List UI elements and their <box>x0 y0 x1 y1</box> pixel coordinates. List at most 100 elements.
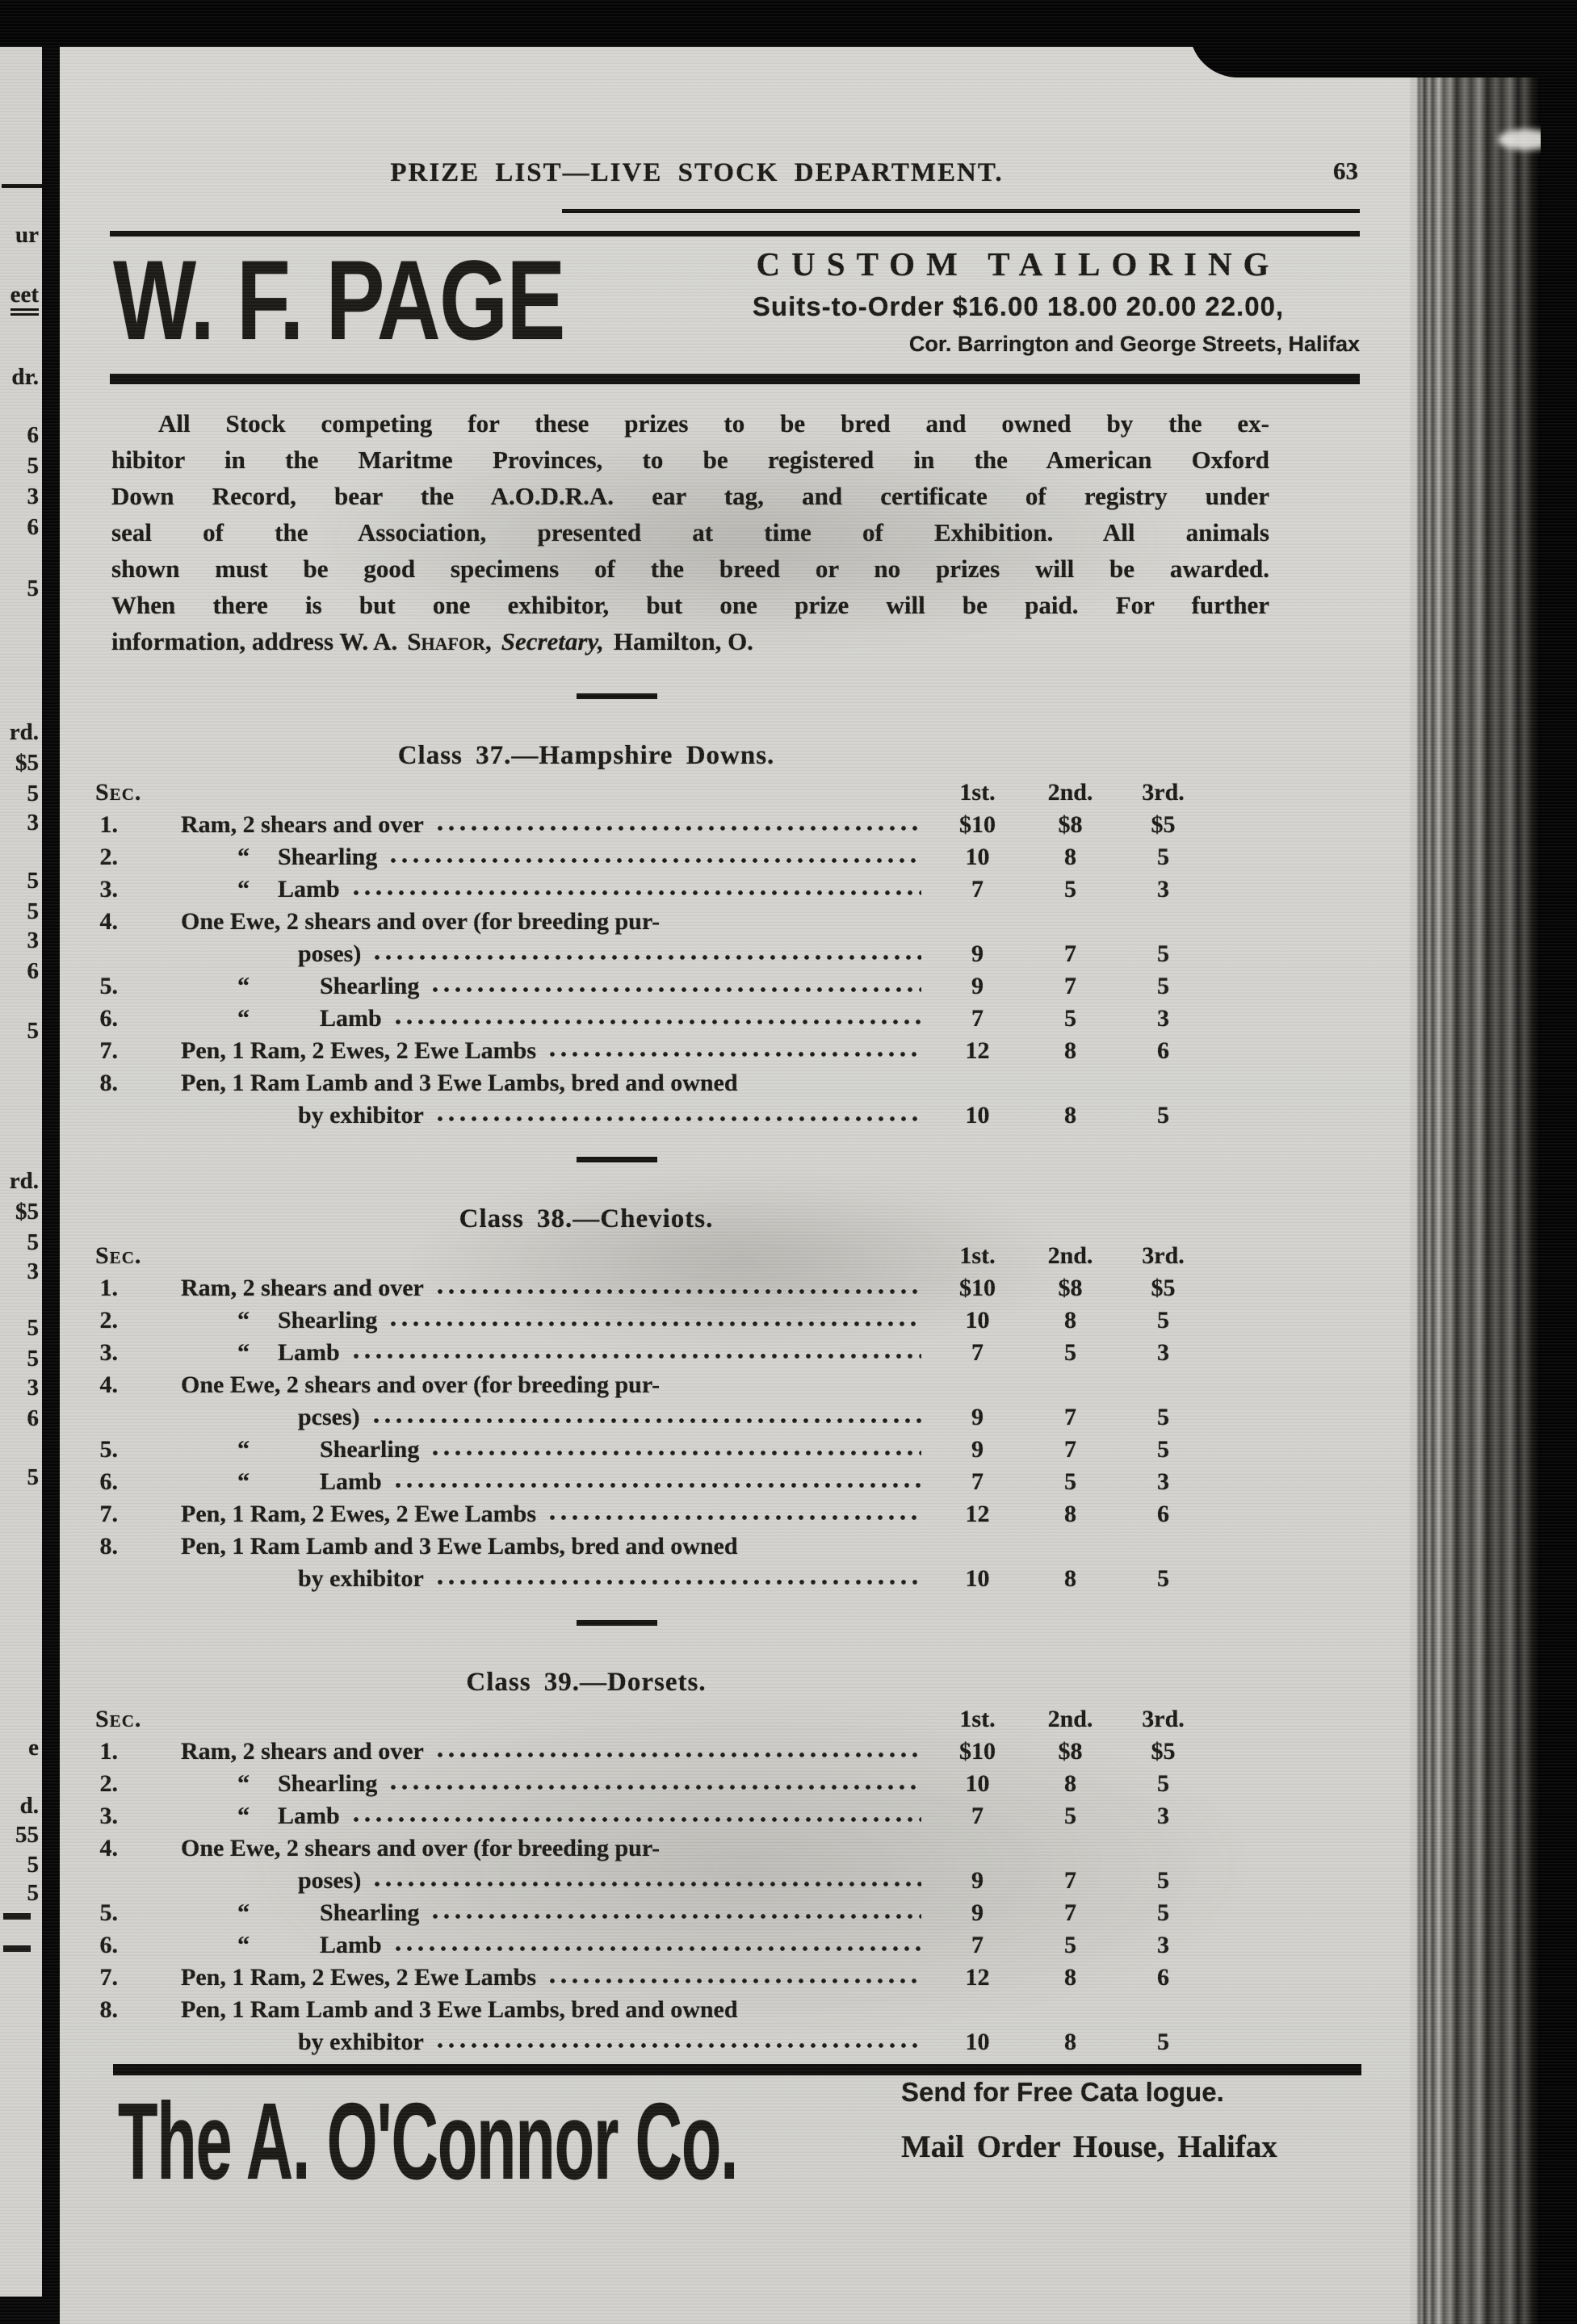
margin-fragment: 5 <box>27 1018 40 1044</box>
prize-column-headers: 1st. 2nd. 3rd. <box>931 779 1210 806</box>
row-label: pcses) <box>298 1404 360 1430</box>
dot-leader <box>352 890 921 896</box>
prize-row: 5. “ Shearling 9 7 5 <box>79 1431 1210 1463</box>
ditto-mark: “ <box>237 844 250 870</box>
prize-value: 8 <box>1064 844 1076 870</box>
row-number: 5. <box>99 973 119 999</box>
secretary-name: Shafor, <box>407 627 492 655</box>
row-label: Pen, 1 Ram, 2 Ewes, 2 Ewe Lambs <box>181 1037 536 1064</box>
row-number: 7. <box>99 1037 119 1064</box>
dot-leader <box>352 1816 921 1823</box>
margin-fragment: 5 <box>27 1315 40 1341</box>
prize-column-header: 2nd. <box>1047 1242 1093 1269</box>
class-title: Class 38.—Cheviots. <box>459 1204 714 1233</box>
prize-row: 4. One Ewe, 2 shears and over (for breedi… <box>79 1830 1210 1862</box>
prize-value: $5 <box>1151 1738 1176 1765</box>
margin-fragment: 5 <box>27 453 40 479</box>
page-edge-streaks <box>1410 47 1541 2324</box>
row-description: Ram, 2 shears and over <box>181 811 931 839</box>
dot-leader <box>390 857 921 864</box>
intro-line: shown must be good specimens of the bree… <box>111 555 1269 583</box>
prize-value: 8 <box>1064 2029 1076 2055</box>
prize-row: 6. “ Lamb 7 5 3 <box>79 1000 1210 1032</box>
margin-fragment: 6 <box>27 514 40 540</box>
prize-value: 12 <box>965 1964 990 1991</box>
prize-value: 8 <box>1064 1307 1076 1334</box>
advertiser-name: W. F. PAGE <box>113 237 565 363</box>
prize-value: 7 <box>1064 940 1076 967</box>
dot-leader <box>394 1482 921 1489</box>
prize-value: 7 <box>971 1803 984 1829</box>
class-title: Class 39.—Dorsets. <box>466 1668 707 1697</box>
dot-leader <box>390 1321 921 1327</box>
prize-row: 8. Pen, 1 Ram Lamb and 3 Ewe Lambs, bred … <box>79 1991 1210 2024</box>
row-description: Pen, 1 Ram Lamb and 3 Ewe Lambs, bred an… <box>181 1070 1210 1097</box>
margin-fragment: 5 <box>27 781 40 806</box>
ditto-mark: “ <box>237 973 250 999</box>
table-header-row: Sec. 1st. 2nd. 3rd. <box>79 773 1210 806</box>
ditto-mark: “ <box>237 1932 250 1958</box>
dot-leader <box>436 1116 921 1122</box>
mail-order-line: Mail Order House, Halifax <box>901 2129 1277 2164</box>
dot-leader <box>436 1579 921 1585</box>
book-gutter-shadow <box>42 0 60 2324</box>
prize-row: 1. Ram, 2 shears and over $10 $8 $5 <box>79 1733 1210 1765</box>
intro-line: seal of the Association, presented at ti… <box>111 518 1269 546</box>
intro-line: Down Record, bear the A.O.D.R.A. ear tag… <box>111 482 1269 510</box>
prize-value: 3 <box>1157 1468 1169 1495</box>
table-rows: 1. Ram, 2 shears and over $10 $8 $5 2. “ Shearl… <box>79 1733 1210 2056</box>
prize-value: 3 <box>1157 1339 1169 1366</box>
prize-value: $10 <box>959 811 996 838</box>
prize-column-header: 3rd. <box>1142 1706 1185 1732</box>
row-description: “ Shearling <box>181 1770 931 1798</box>
row-number: 7. <box>99 1501 119 1527</box>
prize-class-section: Class 37.—Hampshire Downs. Sec. 1st. 2nd.… <box>60 741 1210 1129</box>
ditto-mark: “ <box>237 1307 250 1334</box>
table-rows: 1. Ram, 2 shears and over $10 $8 $5 2. “ Shearl… <box>79 1270 1210 1593</box>
page-body: PRIZE LIST—LIVE STOCK DEPARTMENT. 63 W. … <box>60 47 1410 2324</box>
prize-value: $10 <box>959 1275 996 1301</box>
margin-fragment: 3 <box>27 810 40 835</box>
prize-value: 9 <box>971 1436 984 1463</box>
row-label: by exhibitor <box>298 1102 424 1129</box>
prize-row: 4. One Ewe, 2 shears and over (for breedi… <box>79 903 1210 936</box>
prize-value: 5 <box>1064 1803 1076 1829</box>
prize-row: 5. “ Shearling 9 7 5 <box>79 968 1210 1000</box>
row-description: “ Lamb <box>181 1339 931 1367</box>
margin-fragment: 5 <box>27 1464 40 1490</box>
prize-value: 10 <box>965 1307 990 1334</box>
prize-value: 7 <box>1064 1899 1076 1926</box>
prize-row: poses) 9 7 5 <box>79 936 1210 968</box>
prize-value: 5 <box>1157 1770 1169 1797</box>
row-number: 2. <box>99 1307 119 1334</box>
row-label: Pen, 1 Ram Lamb and 3 Ewe Lambs, bred an… <box>181 1070 738 1096</box>
row-label: Lamb <box>278 1803 340 1829</box>
row-label: Ram, 2 shears and over <box>181 811 424 838</box>
sec-column-label: Sec. <box>95 779 142 806</box>
row-number: 3. <box>99 1339 119 1366</box>
dot-leader <box>436 2042 921 2049</box>
margin-fragment: 6 <box>27 1405 40 1431</box>
intro-line: When there is but one exhibitor, but one… <box>111 591 1269 619</box>
row-description: One Ewe, 2 shears and over (for breeding… <box>181 908 1210 936</box>
margin-fragment: rd. <box>9 719 39 745</box>
margin-fragment <box>3 1913 31 1920</box>
prize-row: 7. Pen, 1 Ram, 2 Ewes, 2 Ewe Lambs 12 8 6 <box>79 1032 1210 1065</box>
row-number: 6. <box>99 1932 119 1958</box>
row-description: “ Shearling <box>181 1899 931 1927</box>
dot-leader <box>549 1051 921 1057</box>
margin-fragment: 5 <box>27 898 40 924</box>
margin-fragment: 5 <box>27 1880 40 1906</box>
row-label: by exhibitor <box>298 2029 424 2055</box>
prize-value: $5 <box>1151 811 1176 838</box>
ditto-mark: “ <box>237 1899 250 1926</box>
row-label: Shearling <box>320 973 420 999</box>
row-description: “ Lamb <box>181 876 931 903</box>
prize-value: 5 <box>1157 1867 1169 1894</box>
prize-value: 5 <box>1157 1899 1169 1926</box>
prize-row: 8. Pen, 1 Ram Lamb and 3 Ewe Lambs, bred … <box>79 1528 1210 1560</box>
prize-column-headers: 1st. 2nd. 3rd. <box>931 1706 1210 1733</box>
row-label: Ram, 2 shears and over <box>181 1275 424 1301</box>
prize-value: 9 <box>971 973 984 999</box>
